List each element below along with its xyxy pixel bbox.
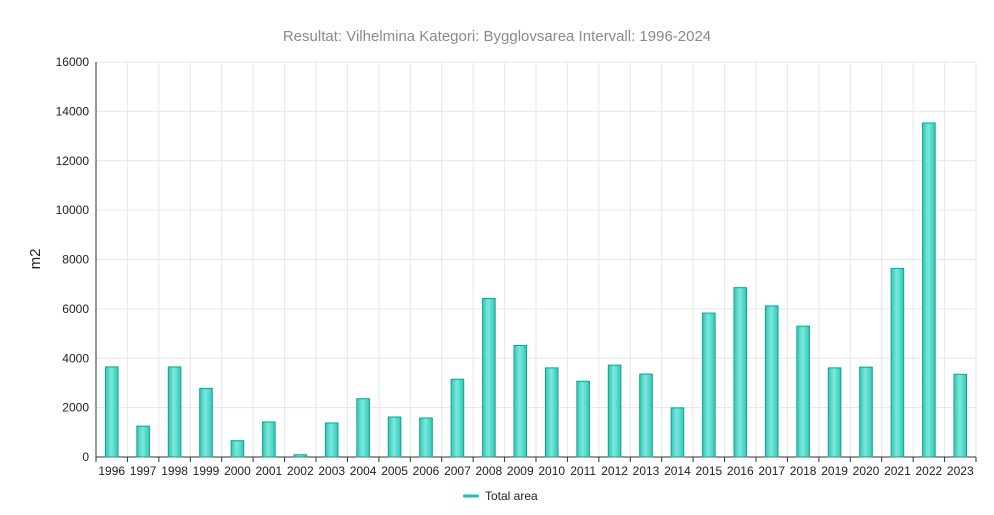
bar-2005: [387, 416, 402, 458]
x-tick-label-2014: 2014: [664, 464, 691, 478]
x-tick-label-2004: 2004: [350, 464, 377, 478]
x-tick-label-2021: 2021: [884, 464, 911, 478]
bar-2001: [262, 421, 276, 458]
bar-2008: [482, 298, 496, 458]
bar-1996: [104, 366, 119, 458]
legend[interactable]: Total area: [463, 489, 538, 503]
x-tick-label-2007: 2007: [444, 464, 471, 478]
x-tick-label-2011: 2011: [570, 464, 596, 478]
bars: [104, 122, 968, 458]
bar-2012: [607, 364, 622, 458]
grid: [95, 61, 977, 458]
legend-swatch: [463, 494, 479, 498]
x-tick-label-2019: 2019: [821, 464, 848, 478]
bar-2022: [922, 122, 936, 458]
bar-2007: [450, 378, 465, 458]
y-tick-label-2000: 2000: [62, 401, 89, 415]
x-tick-label-2012: 2012: [601, 464, 628, 478]
bar-2021: [890, 267, 905, 458]
bar-2014: [670, 407, 685, 458]
bar-2020: [859, 366, 873, 458]
bar-2002: [293, 454, 308, 458]
bar-2004: [356, 398, 370, 458]
y-tick-label-4000: 4000: [62, 351, 89, 365]
bar-2018: [796, 325, 810, 458]
x-tick-label-1998: 1998: [161, 464, 188, 478]
x-tick-label-2003: 2003: [318, 464, 345, 478]
bar-2010: [544, 367, 559, 458]
y-tick-label-8000: 8000: [62, 253, 89, 267]
y-tick-label-6000: 6000: [62, 302, 89, 316]
x-tick-label-2020: 2020: [853, 464, 880, 478]
bar-2013: [639, 373, 653, 458]
x-tick-label-2008: 2008: [476, 464, 503, 478]
bar-2015: [702, 312, 716, 458]
bar-2019: [827, 367, 842, 458]
x-tick-label-2015: 2015: [696, 464, 723, 478]
bar-2009: [513, 344, 528, 458]
bar-2006: [419, 417, 433, 458]
bar-2017: [764, 305, 779, 458]
x-tick-label-1997: 1997: [130, 464, 157, 478]
x-tick-label-2022: 2022: [916, 464, 943, 478]
x-tick-label-2013: 2013: [633, 464, 660, 478]
x-tick-label-2018: 2018: [790, 464, 817, 478]
x-tick-label-2005: 2005: [381, 464, 408, 478]
x-tick-label-2023: 2023: [947, 464, 974, 478]
x-tick-label-2009: 2009: [507, 464, 534, 478]
y-tick-label-16000: 16000: [56, 55, 90, 69]
x-tick-label-2002: 2002: [287, 464, 314, 478]
y-tick-label-10000: 10000: [56, 203, 90, 217]
x-tick-label-2001: 2001: [256, 464, 283, 478]
y-axis-ticks: 0 2000 4000 6000 8000 10000 12000 14000 16000: [56, 55, 90, 464]
y-tick-label-0: 0: [82, 450, 89, 464]
y-axis-label: m2: [27, 249, 44, 270]
x-tick-label-1999: 1999: [193, 464, 220, 478]
bar-1998: [167, 366, 182, 458]
x-tick-label-2000: 2000: [224, 464, 251, 478]
x-axis-ticks: 1996 1997 1998 1999 2000 2001 2002 2003 2004 2005…: [95, 457, 977, 478]
x-tick-label-2006: 2006: [413, 464, 440, 478]
x-tick-label-2010: 2010: [538, 464, 565, 478]
y-tick-label-12000: 12000: [56, 154, 90, 168]
y-tick-label-14000: 14000: [56, 104, 90, 118]
bar-2023: [953, 373, 968, 458]
bar-2003: [324, 422, 339, 458]
bar-1997: [136, 425, 150, 458]
x-tick-label-2017: 2017: [758, 464, 785, 478]
chart-title: Resultat: Vilhelmina Kategori: Bygglovsa…: [283, 28, 711, 45]
bar-2000: [230, 440, 245, 458]
x-tick-label-1996: 1996: [98, 464, 125, 478]
bar-2016: [733, 287, 748, 458]
bar-1999: [199, 387, 213, 458]
x-tick-label-2016: 2016: [727, 464, 754, 478]
bar-2011: [576, 380, 590, 458]
legend-label-total-area: Total area: [485, 489, 538, 503]
